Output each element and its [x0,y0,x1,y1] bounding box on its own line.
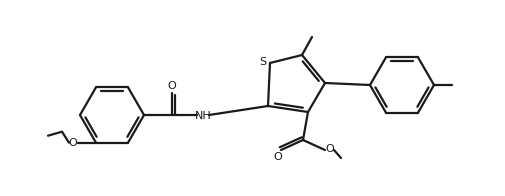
Text: NH: NH [194,111,211,121]
Text: S: S [259,57,266,67]
Text: O: O [325,144,334,154]
Text: O: O [273,152,282,162]
Text: O: O [167,81,176,91]
Text: O: O [69,138,77,148]
